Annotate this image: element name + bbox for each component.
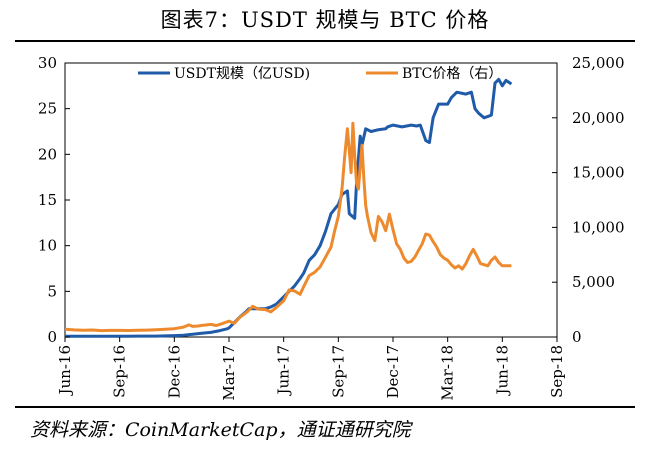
y-left-tick-label: 15: [38, 191, 57, 209]
x-tick-label: Mar-18: [439, 345, 457, 401]
y-left-tick-label: 30: [38, 54, 57, 72]
source-rule: [15, 406, 635, 408]
series-layer: [64, 77, 513, 338]
x-tick-label: Sep-16: [111, 345, 129, 398]
y-left-tick-label: 10: [38, 237, 57, 255]
y-left-tick-label: 5: [47, 282, 57, 300]
y-left-tick-label: 0: [47, 328, 57, 346]
axes: 0 5 10 15 20 25 30 0 5,000 10,000 15,000 20,000 25,0…: [38, 54, 625, 401]
series-usdt-line: [65, 77, 513, 338]
legend-label-btc: BTC价格（右）: [402, 66, 502, 82]
y-left-tick-label: 25: [38, 100, 57, 118]
y-right-tick-label: 10,000: [572, 218, 625, 236]
title-rule: [15, 40, 635, 42]
source-note: 资料来源：CoinMarketCap，通证通研究院: [30, 419, 411, 441]
x-tick-label: Dec-16: [165, 345, 183, 398]
x-tick-label: Jun-17: [275, 345, 293, 397]
y-right-tick-label: 15,000: [572, 164, 625, 182]
y-right-tick-label: 0: [572, 328, 582, 346]
x-tick-label: Mar-17: [220, 345, 238, 401]
x-tick-label: Jun-16: [56, 345, 74, 397]
legend: USDT规模（亿USD) BTC价格（右）: [138, 66, 502, 82]
y-right-tick-label: 20,000: [572, 109, 625, 127]
chart-title: 图表7：USDT 规模与 BTC 价格: [160, 8, 490, 32]
legend-label-usdt: USDT规模（亿USD): [174, 66, 310, 82]
y-left-tick-label: 20: [38, 145, 57, 163]
y-right-tick-label: 5,000: [572, 273, 615, 291]
plot-frame: [64, 62, 558, 338]
x-tick-label: Sep-17: [329, 345, 347, 398]
x-tick-label: Sep-18: [548, 345, 566, 398]
x-tick-label: Dec-17: [384, 345, 402, 398]
plot-border: [64, 62, 558, 338]
y-right-tick-label: 25,000: [572, 54, 625, 72]
x-tick-label: Jun-18: [493, 345, 511, 397]
series-btc-line: [64, 121, 512, 333]
